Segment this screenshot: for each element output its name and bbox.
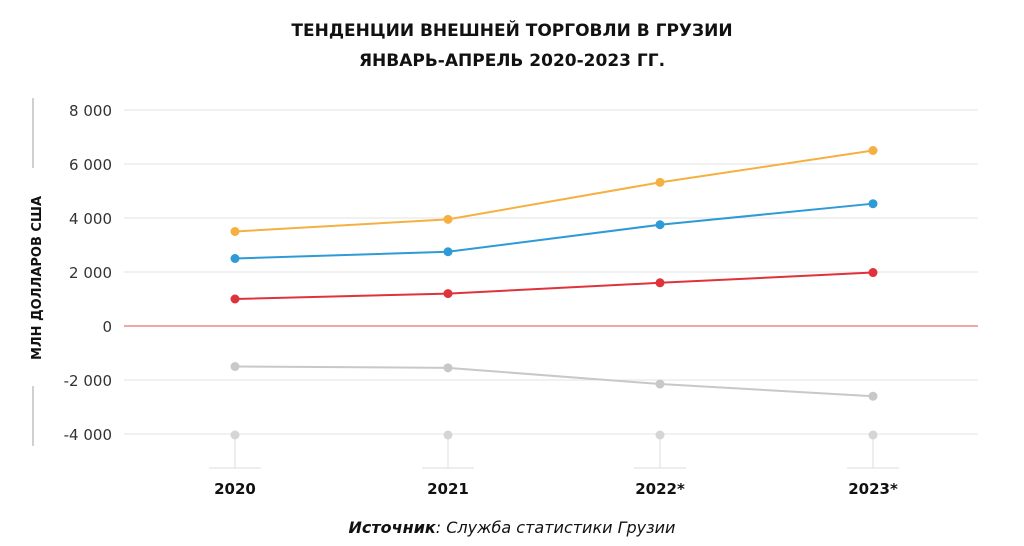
series-point-1 bbox=[443, 247, 453, 257]
series-point-2 bbox=[443, 289, 453, 299]
y-tick-label: 0 bbox=[102, 318, 112, 336]
x-tick-label: 2022* bbox=[635, 480, 685, 498]
axis-layer: 8 000 6 000 4 000 2 000 0 -2 000 -4 000 2020 202… bbox=[32, 98, 899, 498]
series-point-3 bbox=[868, 391, 878, 401]
series-point-3 bbox=[443, 363, 453, 373]
series-point-3 bbox=[655, 379, 665, 389]
x-axis-dot bbox=[868, 430, 878, 440]
series-line-1 bbox=[234, 202, 874, 260]
series-point-1 bbox=[655, 220, 665, 230]
y-axis-label: МЛН ДОЛЛАРОВ США bbox=[30, 196, 45, 360]
x-axis-dot bbox=[443, 430, 453, 440]
series-line-3 bbox=[234, 365, 874, 398]
series-point-0 bbox=[868, 146, 878, 155]
series-point-2 bbox=[655, 278, 665, 288]
x-tick-label: 2020 bbox=[214, 480, 256, 498]
series-point-2 bbox=[868, 268, 878, 278]
y-tick-label: 4 000 bbox=[69, 210, 112, 228]
x-tick-label: 2021 bbox=[427, 480, 469, 498]
y-tick-label: 6 000 bbox=[69, 156, 112, 174]
series-layer bbox=[230, 146, 878, 401]
series-point-2 bbox=[230, 294, 240, 304]
series-point-1 bbox=[230, 254, 240, 263]
chart-title: ТЕНДЕНЦИИ ВНЕШНЕЙ ТОРГОВЛИ В ГРУЗИИ bbox=[291, 21, 733, 41]
source-text: : Служба статистики Грузии bbox=[435, 518, 676, 537]
series-line-0 bbox=[234, 149, 874, 233]
series-point-0 bbox=[655, 177, 665, 187]
series-line-2 bbox=[234, 271, 874, 300]
series-point-0 bbox=[230, 227, 240, 236]
series-point-3 bbox=[230, 362, 240, 371]
y-tick-label: -2 000 bbox=[64, 372, 112, 390]
x-tick-label: 2023* bbox=[848, 480, 898, 498]
source-label: Источник bbox=[348, 518, 436, 537]
grid-layer bbox=[124, 109, 978, 435]
chart-title-block: ТЕНДЕНЦИИ ВНЕШНЕЙ ТОРГОВЛИ В ГРУЗИИ ЯНВА… bbox=[0, 16, 1024, 76]
x-axis-dot bbox=[230, 430, 240, 440]
chart-subtitle: ЯНВАРЬ-АПРЕЛЬ 2020-2023 ГГ. bbox=[358, 51, 666, 71]
y-tick-label: 8 000 bbox=[69, 102, 112, 120]
x-axis-dot bbox=[655, 430, 665, 440]
series-point-1 bbox=[868, 199, 878, 209]
y-tick-label: -4 000 bbox=[64, 426, 112, 444]
series-point-0 bbox=[443, 214, 453, 224]
source-note: Источник: Служба статистики Грузии bbox=[0, 518, 1024, 537]
y-tick-label: 2 000 bbox=[69, 264, 112, 282]
